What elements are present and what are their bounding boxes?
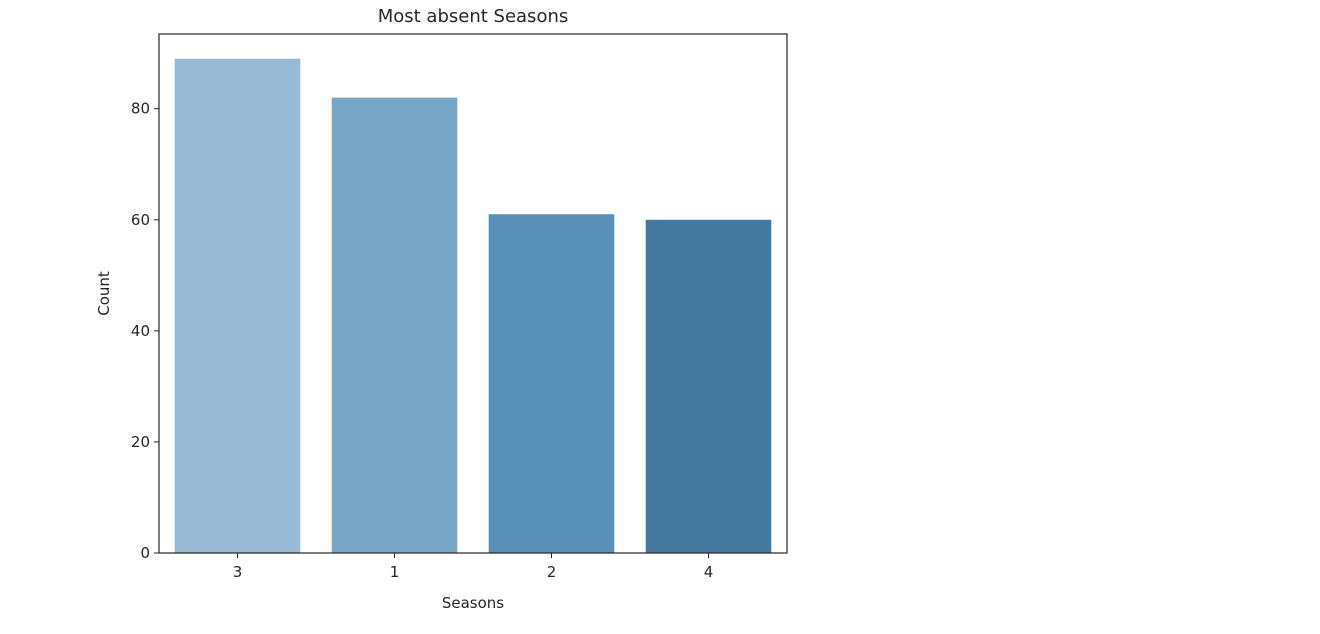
- x-tick-label: 2: [547, 563, 557, 581]
- x-axis: 3 1 2 4: [233, 553, 714, 581]
- x-tick-label: 4: [704, 563, 714, 581]
- bar-2: [488, 214, 615, 553]
- y-axis-label: Count: [95, 271, 113, 316]
- y-tick-label: 40: [131, 322, 150, 340]
- y-tick-label: 60: [131, 211, 150, 229]
- y-tick-label: 20: [131, 433, 150, 451]
- plot-frame: [158, 33, 788, 554]
- bars-layer: [174, 58, 772, 553]
- bar-4: [645, 219, 772, 553]
- chart-title: Most absent Seasons: [378, 6, 569, 27]
- x-tick-label: 1: [390, 563, 400, 581]
- y-axis: 0 20 40 60 80: [131, 100, 159, 562]
- x-tick-label: 3: [233, 563, 243, 581]
- y-tick-label: 80: [131, 100, 150, 118]
- y-tick-label: 0: [140, 544, 150, 562]
- x-axis-label: Seasons: [442, 594, 504, 612]
- bar-3: [174, 58, 301, 553]
- bar-1: [331, 97, 458, 553]
